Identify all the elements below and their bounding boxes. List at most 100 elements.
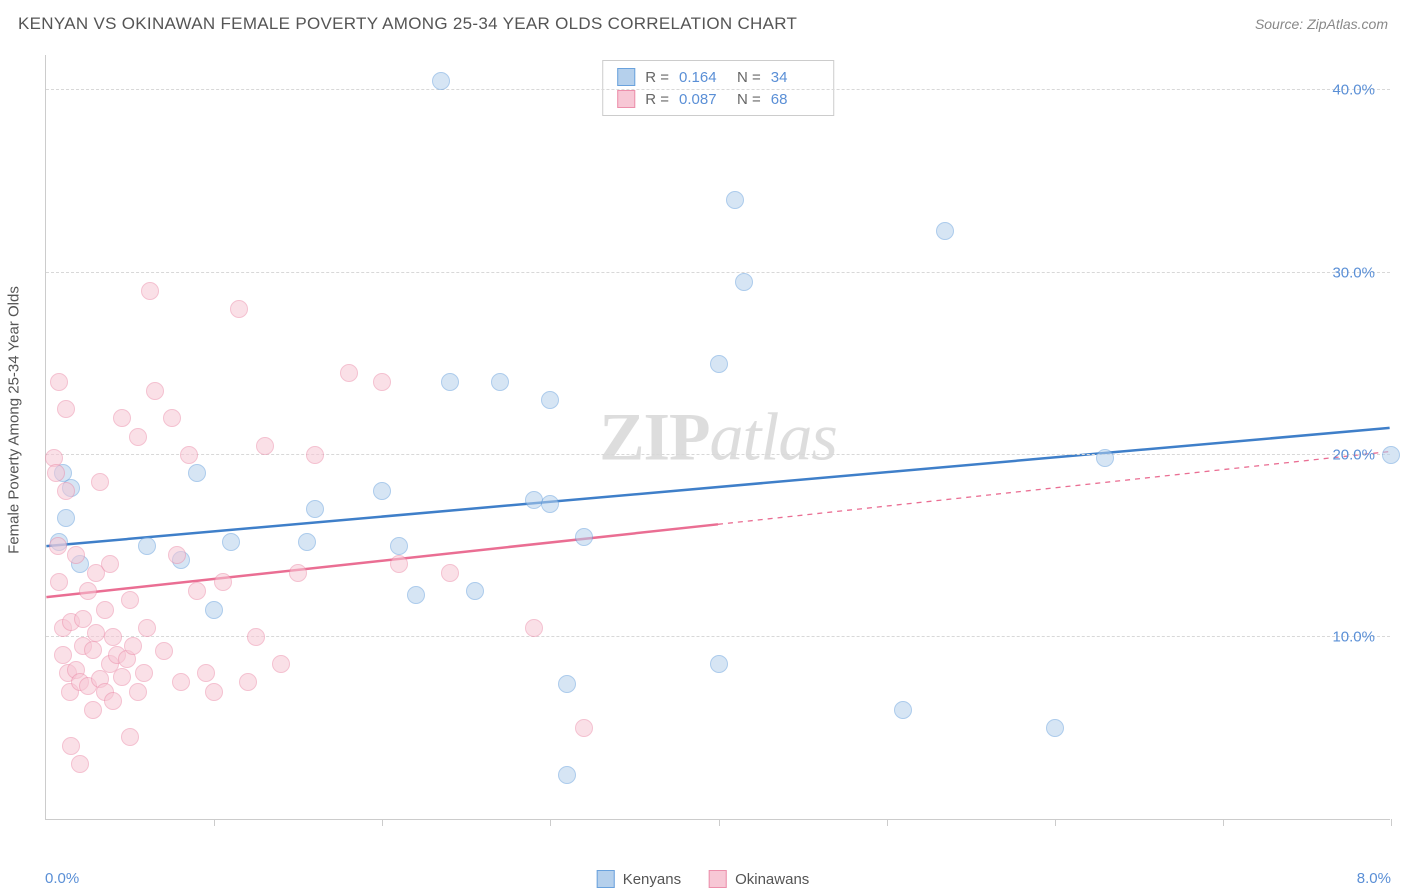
data-point [74,610,92,628]
data-point [710,355,728,373]
source-prefix: Source: [1255,16,1307,32]
data-point [87,624,105,642]
data-point [289,564,307,582]
data-point [62,737,80,755]
data-point [541,495,559,513]
legend-label: Kenyans [623,871,681,888]
data-point [575,528,593,546]
data-point [936,222,954,240]
data-point [124,637,142,655]
data-point [49,537,67,555]
data-point [390,537,408,555]
data-point [129,428,147,446]
y-tick-label: 30.0% [1332,264,1375,281]
data-point [138,537,156,555]
data-point [50,573,68,591]
data-point [67,546,85,564]
legend-swatch [709,870,727,888]
data-point [129,683,147,701]
data-point [168,546,186,564]
data-point [101,555,119,573]
data-point [91,473,109,491]
data-point [71,755,89,773]
data-point [104,692,122,710]
data-point [894,701,912,719]
data-point [121,728,139,746]
y-tick-label: 10.0% [1332,628,1375,645]
data-point [298,533,316,551]
data-point [525,491,543,509]
data-point [1046,719,1064,737]
data-point [726,191,744,209]
data-point [113,409,131,427]
data-point [491,373,509,391]
data-point [306,500,324,518]
x-tick [214,819,215,826]
legend-item: Okinawans [709,870,809,888]
scatter-plot-area: R =0.164N =34R =0.087N =68 ZIPatlas 10.0… [45,55,1390,820]
x-tick [382,819,383,826]
data-point [47,464,65,482]
data-point [558,766,576,784]
data-point [205,683,223,701]
data-point [239,673,257,691]
x-tick [887,819,888,826]
gridline [46,89,1390,90]
data-point [205,601,223,619]
data-point [172,673,190,691]
gridline [46,454,1390,455]
data-point [121,591,139,609]
data-point [57,509,75,527]
legend-item: Kenyans [597,870,681,888]
data-point [96,601,114,619]
data-point [188,582,206,600]
data-point [197,664,215,682]
data-point [735,273,753,291]
data-point [407,586,425,604]
x-tick [550,819,551,826]
x-tick [1223,819,1224,826]
data-point [135,664,153,682]
y-tick-label: 40.0% [1332,82,1375,99]
data-point [1382,446,1400,464]
data-point [163,409,181,427]
x-min-label: 0.0% [45,870,79,887]
x-tick [1391,819,1392,826]
data-point [141,282,159,300]
chart-source: Source: ZipAtlas.com [1255,16,1388,32]
y-axis-label: Female Poverty Among 25-34 Year Olds [6,286,23,554]
data-point [230,300,248,318]
data-point [79,582,97,600]
data-point [1096,449,1114,467]
data-point [710,655,728,673]
gridline [46,272,1390,273]
data-point [247,628,265,646]
x-tick [719,819,720,826]
data-point [466,582,484,600]
source-name: ZipAtlas.com [1307,16,1388,32]
data-point [146,382,164,400]
y-tick-label: 20.0% [1332,446,1375,463]
chart-header: KENYAN VS OKINAWAN FEMALE POVERTY AMONG … [0,0,1406,48]
data-point [180,446,198,464]
data-point [441,564,459,582]
data-point [373,482,391,500]
data-point [306,446,324,464]
data-point [222,533,240,551]
data-point [104,628,122,646]
data-point [256,437,274,455]
chart-title: KENYAN VS OKINAWAN FEMALE POVERTY AMONG … [18,14,797,34]
data-point [188,464,206,482]
data-point [54,646,72,664]
data-point [57,400,75,418]
x-max-label: 8.0% [1357,870,1391,887]
data-point [575,719,593,737]
data-point [57,482,75,500]
data-point [441,373,459,391]
trend-lines [46,55,1390,819]
legend-swatch [597,870,615,888]
data-point [541,391,559,409]
legend-label: Okinawans [735,871,809,888]
data-point [390,555,408,573]
data-point [214,573,232,591]
